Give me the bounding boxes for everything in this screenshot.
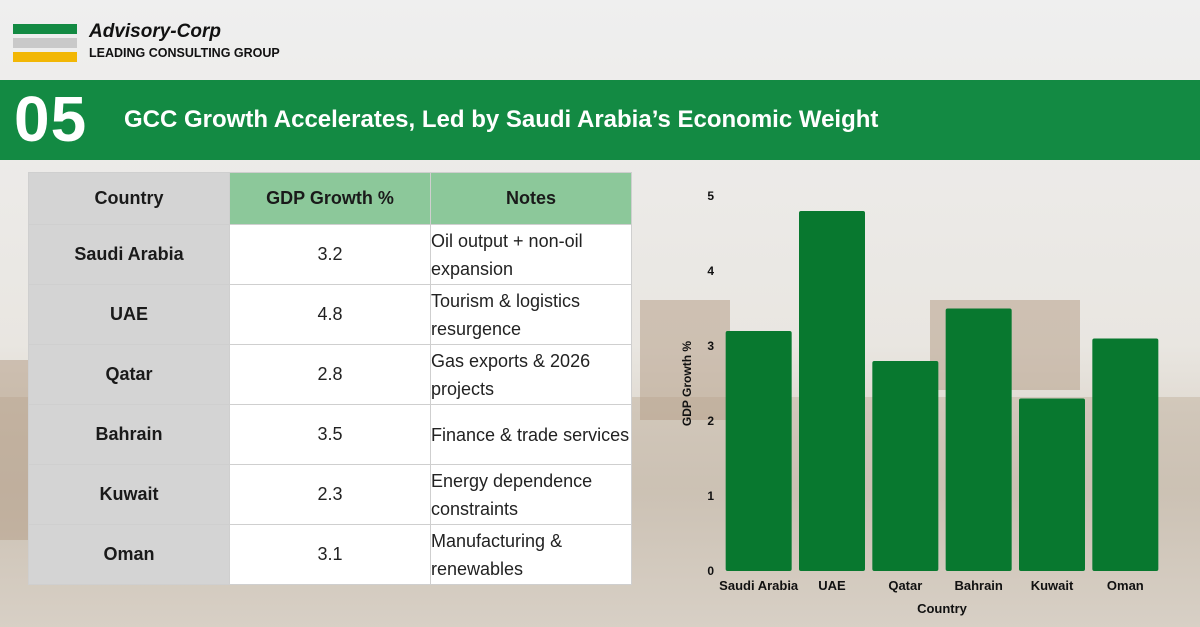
x-tick-label: Qatar [888, 578, 922, 593]
table-row: UAE 4.8 Tourism & logistics resurgence [28, 284, 632, 345]
table-row: Bahrain 3.5 Finance & trade services [28, 404, 632, 465]
country-cell: Bahrain [28, 404, 230, 465]
y-tick-label: 0 [707, 564, 714, 578]
notes-cell: Finance & trade services [430, 404, 632, 465]
y-tick-label: 1 [707, 489, 714, 503]
x-axis-ticks: Saudi Arabia UAE Qatar Bahrain Kuwait Oman [719, 578, 1144, 593]
gdp-cell: 4.8 [229, 284, 431, 345]
y-tick-label: 5 [707, 189, 714, 203]
page-title: GCC Growth Accelerates, Led by Saudi Ara… [124, 106, 879, 133]
x-tick-label: Oman [1107, 578, 1144, 593]
x-tick-label: UAE [818, 578, 846, 593]
table-row: Saudi Arabia 3.2 Oil output + non-oil ex… [28, 224, 632, 285]
x-tick-label: Saudi Arabia [719, 578, 799, 593]
notes-cell: Gas exports & 2026 projects [430, 344, 632, 405]
section-number: 05 [14, 83, 88, 155]
column-header-notes: Notes [430, 172, 632, 225]
table-row: Qatar 2.8 Gas exports & 2026 projects [28, 344, 632, 405]
gdp-bar-chart: 0 1 2 3 4 5 Saudi Arabia UAE Qatar Bahrain Kuwait… [680, 189, 1159, 616]
gdp-cell: 2.3 [229, 464, 431, 525]
gdp-cell: 3.2 [229, 224, 431, 285]
notes-cell: Oil output + non-oil expansion [430, 224, 632, 285]
logo-bar-gray [13, 38, 77, 48]
notes-cell: Energy dependence constraints [430, 464, 632, 525]
country-cell: Qatar [28, 344, 230, 405]
bar-oman [1092, 338, 1159, 571]
table-row: Kuwait 2.3 Energy dependence constraints [28, 464, 632, 525]
logo-bar-yellow [13, 52, 77, 62]
column-header-country: Country [28, 172, 230, 225]
country-cell: Kuwait [28, 464, 230, 525]
chart-bars [725, 211, 1159, 571]
title-band [0, 80, 1200, 160]
x-axis-label: Country [917, 601, 968, 616]
table-header-row: Country GDP Growth % Notes [28, 172, 632, 225]
brand-name: Advisory-Corp [89, 21, 221, 42]
country-cell: Saudi Arabia [28, 224, 230, 285]
bar-saudi-arabia [725, 331, 792, 571]
x-tick-label: Bahrain [954, 578, 1002, 593]
logo-bar-green [13, 24, 77, 34]
brand-logo [13, 24, 77, 66]
y-axis-ticks: 0 1 2 3 4 5 [707, 189, 714, 578]
y-axis-label: GDP Growth % [680, 341, 694, 426]
gdp-table: Country GDP Growth % Notes Saudi Arabia … [28, 172, 632, 585]
y-tick-label: 3 [707, 339, 714, 353]
y-tick-label: 2 [707, 414, 714, 428]
gdp-cell: 2.8 [229, 344, 431, 405]
x-tick-label: Kuwait [1031, 578, 1074, 593]
notes-cell: Manufacturing & renewables [430, 524, 632, 585]
bar-uae [799, 211, 865, 571]
bar-bahrain [945, 308, 1012, 571]
notes-cell: Tourism & logistics resurgence [430, 284, 632, 345]
country-cell: Oman [28, 524, 230, 585]
country-cell: UAE [28, 284, 230, 345]
bar-qatar [872, 361, 939, 571]
table-row: Oman 3.1 Manufacturing & renewables [28, 524, 632, 585]
brand-tagline: LEADING CONSULTING GROUP [89, 46, 280, 60]
column-header-gdp: GDP Growth % [229, 172, 431, 225]
background-building [0, 360, 28, 540]
gdp-cell: 3.5 [229, 404, 431, 465]
y-tick-label: 4 [707, 264, 714, 278]
gdp-cell: 3.1 [229, 524, 431, 585]
background-building [640, 300, 730, 420]
bar-kuwait [1019, 398, 1085, 571]
